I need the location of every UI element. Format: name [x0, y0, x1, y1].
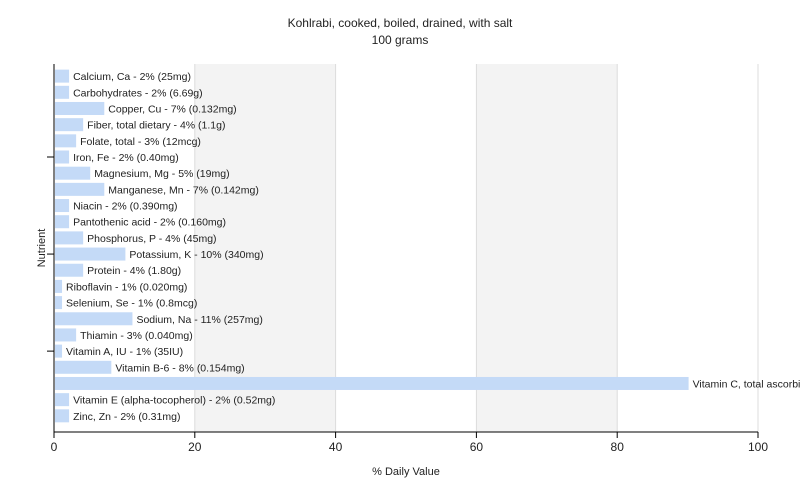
bar — [55, 101, 105, 115]
x-axis-label: % Daily Value — [372, 466, 440, 478]
bar — [55, 199, 70, 213]
bar-label: Calcium, Ca - 2% (25mg) — [73, 71, 191, 83]
bar-label: Magnesium, Mg - 5% (19mg) — [94, 168, 229, 180]
bar-label: Vitamin B-6 - 8% (0.154mg) — [115, 362, 244, 374]
bar — [55, 328, 77, 342]
x-tick-label: 60 — [470, 440, 484, 454]
bar — [55, 393, 70, 407]
x-tick-label: 20 — [188, 440, 202, 454]
x-tick-label: 80 — [611, 440, 625, 454]
y-axis-label: Nutrient — [36, 228, 48, 268]
bar — [55, 134, 77, 148]
bar-label: Copper, Cu - 7% (0.132mg) — [108, 103, 236, 115]
chart-title: Kohlrabi, cooked, boiled, drained, with … — [287, 16, 513, 30]
bar — [55, 296, 63, 310]
bar-label: Zinc, Zn - 2% (0.31mg) — [73, 411, 180, 423]
bar — [55, 312, 133, 326]
bar — [55, 247, 126, 261]
bar — [55, 360, 112, 374]
x-tick-label: 100 — [748, 440, 768, 454]
plot-background — [54, 64, 758, 432]
bar — [55, 166, 91, 180]
bar-label: Vitamin E (alpha-tocopherol) - 2% (0.52m… — [73, 395, 275, 407]
bar — [55, 376, 689, 390]
bar — [55, 118, 84, 132]
bar-label: Carbohydrates - 2% (6.69g) — [73, 87, 203, 99]
bar-label: Vitamin A, IU - 1% (35IU) — [66, 346, 183, 358]
bar-label: Niacin - 2% (0.390mg) — [73, 201, 177, 213]
bar — [55, 215, 70, 229]
bar-label: Manganese, Mn - 7% (0.142mg) — [108, 184, 259, 196]
grid-band — [194, 64, 336, 432]
bar — [55, 182, 105, 196]
bar — [55, 279, 63, 293]
bar — [55, 344, 63, 358]
bar — [55, 409, 70, 423]
bar — [55, 150, 70, 164]
bar-label: Fiber, total dietary - 4% (1.1g) — [87, 120, 225, 132]
chart-subtitle: 100 grams — [371, 33, 429, 47]
bar — [55, 85, 70, 99]
x-tick-label: 0 — [51, 440, 58, 454]
bar-label: Folate, total - 3% (12mcg) — [80, 136, 201, 148]
bar-label: Selenium, Se - 1% (0.8mcg) — [66, 298, 197, 310]
bar-label: Potassium, K - 10% (340mg) — [129, 249, 263, 261]
bar-label: Iron, Fe - 2% (0.40mg) — [73, 152, 179, 164]
x-tick-label: 40 — [329, 440, 343, 454]
bar-label: Vitamin C, total ascorbic acid - 90% (54… — [693, 378, 800, 390]
bar — [55, 231, 84, 245]
bar-label: Protein - 4% (1.80g) — [87, 265, 181, 277]
bar-label: Thiamin - 3% (0.040mg) — [80, 330, 193, 342]
bar-label: Riboflavin - 1% (0.020mg) — [66, 281, 187, 293]
bar — [55, 69, 70, 83]
bar-label: Pantothenic acid - 2% (0.160mg) — [73, 217, 226, 229]
grid-band — [476, 64, 618, 432]
bar — [55, 263, 84, 277]
bar-label: Sodium, Na - 11% (257mg) — [136, 314, 262, 326]
bar-label: Phosphorus, P - 4% (45mg) — [87, 233, 216, 245]
